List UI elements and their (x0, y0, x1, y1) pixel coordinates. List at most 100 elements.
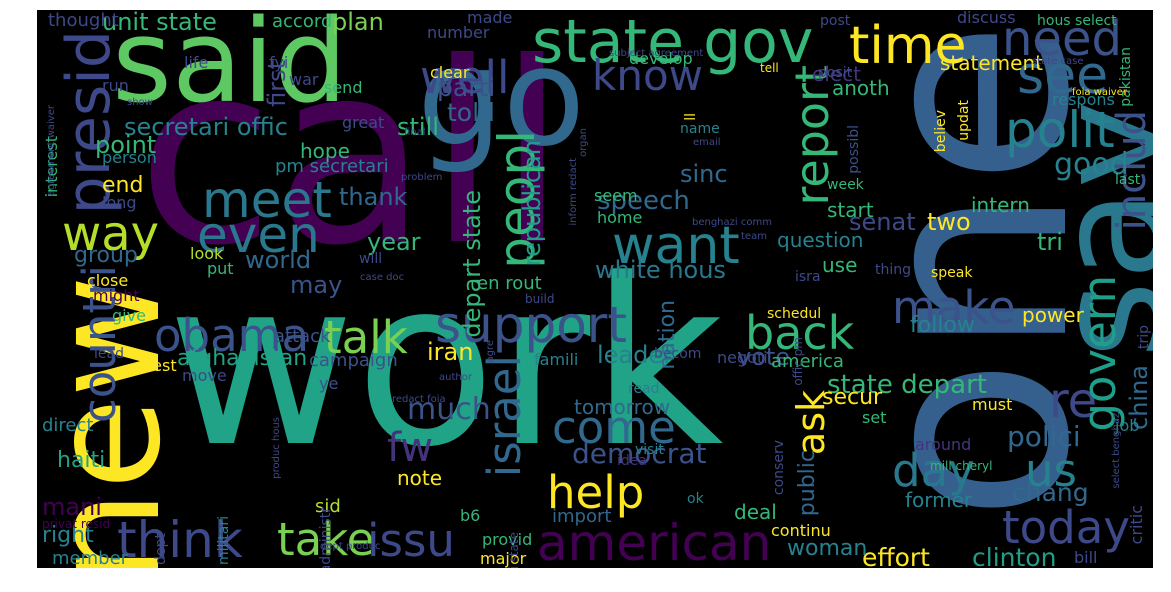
cloud-word: benghazi comm (692, 217, 772, 228)
cloud-word: clinton (972, 543, 1057, 568)
cloud-word: send (324, 78, 363, 97)
cloud-word: right (42, 523, 94, 548)
cloud-word: us (1025, 444, 1077, 497)
cloud-word: see (1017, 46, 1109, 106)
cloud-word: even (197, 206, 320, 264)
cloud-word: build (525, 292, 555, 306)
cloud-word: possibl (846, 125, 862, 174)
cloud-word: come (552, 401, 676, 454)
cloud-word: tell (760, 61, 779, 75)
cloud-word: develop (629, 49, 693, 68)
cloud-word: campaign (309, 350, 398, 371)
cloud-word: told (447, 98, 495, 127)
cloud-word: famili (534, 350, 579, 369)
cloud-word: good (1054, 147, 1129, 182)
cloud-word: problem (401, 172, 443, 183)
cloud-word: war (289, 70, 319, 89)
cloud-word: visit (635, 442, 664, 458)
cloud-word: discuss (957, 10, 1016, 27)
cloud-word: best (142, 356, 177, 375)
cloud-word: afghanistan (177, 346, 308, 371)
cloud-word: former (905, 488, 973, 512)
cloud-word: bill (1074, 548, 1098, 567)
cloud-word: militari (216, 516, 232, 566)
cloud-word: agre (485, 340, 496, 363)
cloud-word: fyi (269, 53, 289, 72)
cloud-word: select benghazi (1111, 410, 1122, 489)
cloud-word: hope (300, 139, 350, 163)
cloud-word: author (439, 372, 472, 383)
cloud-word: put (207, 259, 234, 278)
cloud-word: person (102, 148, 157, 167)
cloud-word: ye (319, 374, 339, 393)
cloud-word: major (480, 549, 527, 568)
cloud-word: ll (683, 113, 699, 121)
cloud-word: american (537, 514, 772, 568)
cloud-word: continu (771, 521, 831, 540)
cloud-word: foia waiver (1072, 87, 1127, 98)
cloud-word: secretari state (507, 532, 521, 568)
cloud-word: much (407, 392, 491, 427)
cloud-word: back (745, 306, 855, 360)
cloud-word: accord (272, 11, 333, 32)
cloud-word: intern (971, 193, 1030, 217)
cloud-word: look (190, 244, 224, 263)
cloud-word: redact foia (392, 394, 446, 405)
cloud-word: obama (154, 309, 310, 362)
cloud-word: re (1049, 373, 1098, 429)
cloud-word: give (112, 306, 146, 325)
cloud-word: polici (1007, 420, 1081, 453)
cloud-word: state case (1032, 56, 1084, 67)
cloud-word: might (93, 286, 140, 305)
cloud-word: fw (387, 425, 434, 471)
cloud-word: job (1115, 416, 1140, 435)
cloud-word: idea (617, 453, 647, 469)
cloud-word: statement (940, 51, 1043, 75)
cloud-word: year (367, 228, 421, 256)
cloud-word: run (102, 76, 129, 95)
cloud-word: sid (315, 496, 341, 517)
cloud-word: anoth (832, 76, 890, 100)
cloud-word: pm secretari (275, 156, 389, 177)
cloud-word: mani (42, 493, 102, 521)
cloud-word: post (820, 13, 851, 29)
cloud-word: attack (274, 326, 331, 347)
cloud-word: unit state (102, 10, 217, 36)
cloud-word: move (182, 366, 227, 385)
cloud-word: speak (931, 265, 973, 281)
cloud-word: speech (597, 186, 690, 216)
cloud-word: isra (795, 269, 821, 285)
cloud-word: last (1115, 172, 1141, 188)
cloud-word: schedul (767, 306, 822, 322)
cloud-word: provid (482, 530, 533, 549)
cloud-word: thank (339, 183, 408, 211)
cloud-word: haiti (57, 448, 106, 473)
cloud-word: tomorrow (574, 395, 671, 419)
cloud-word: clear (430, 63, 470, 82)
cloud-word: must (972, 395, 1013, 414)
cloud-word: time (849, 16, 967, 76)
cloud-word: deal (734, 500, 777, 524)
cloud-word: white hous (595, 256, 726, 284)
cloud-word: week (827, 177, 864, 193)
cloud-word: polit (1005, 101, 1115, 159)
cloud-word: note (397, 466, 443, 490)
cloud-word: republican (518, 140, 546, 267)
cloud-word: two (927, 208, 971, 236)
cloud-word: conserv (771, 440, 787, 496)
cloud-word: close (87, 271, 129, 290)
cloud-word: woman (787, 536, 868, 561)
cloud-word: follow (910, 313, 975, 338)
cloud-word: call (137, 10, 567, 300)
cloud-word: state dept (153, 533, 169, 568)
cloud-word: group (74, 243, 138, 268)
cloud-word: public (795, 450, 820, 517)
cloud-word: believ (933, 110, 949, 153)
cloud-word: seem (594, 186, 638, 205)
cloud-word: read (628, 381, 660, 397)
cloud-word: dept produc (320, 541, 381, 552)
cloud-word: chang (1012, 478, 1089, 507)
cloud-word: want (612, 216, 740, 276)
cloud-word: life (184, 53, 209, 72)
cloud-word: work (167, 231, 724, 498)
